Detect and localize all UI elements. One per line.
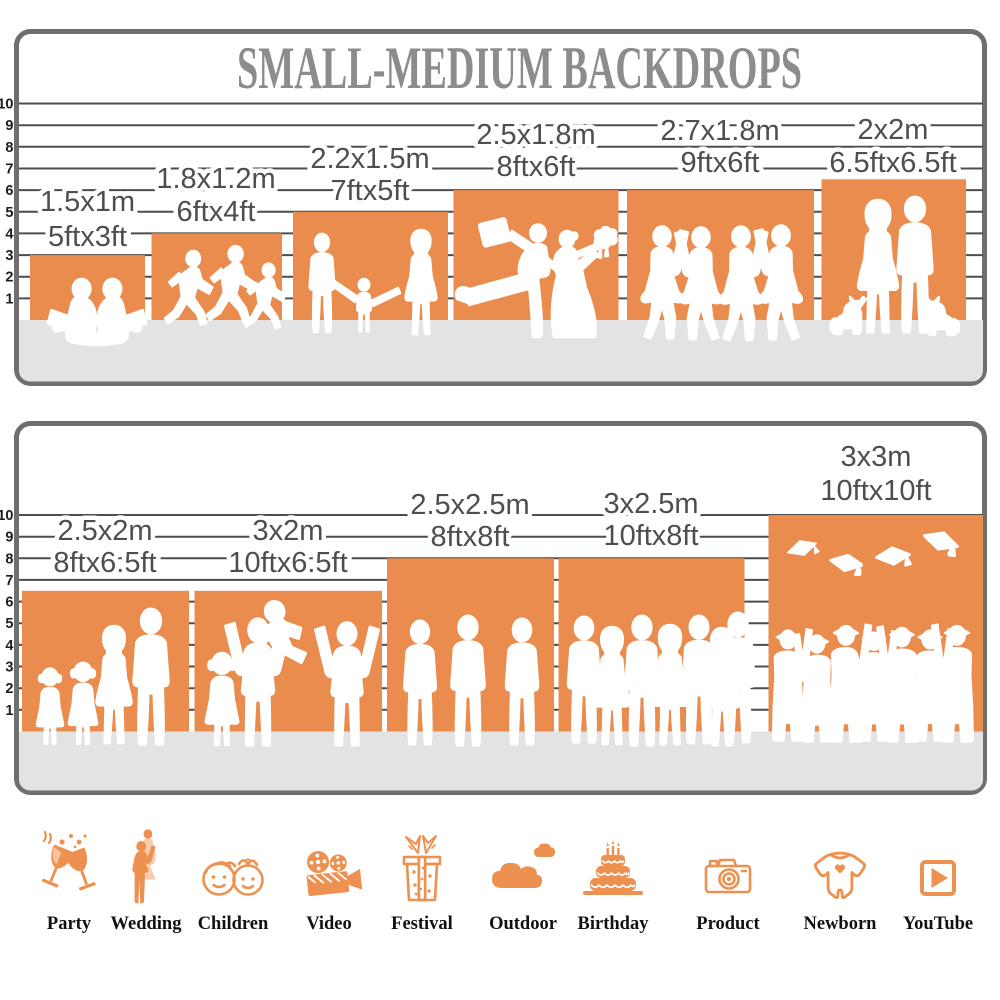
svg-text:Wedding: Wedding xyxy=(111,914,183,934)
svg-text:6: 6 xyxy=(5,595,13,611)
svg-text:3: 3 xyxy=(5,248,13,264)
svg-text:Outdoor: Outdoor xyxy=(489,914,557,934)
svg-text:6ftx4ft: 6ftx4ft xyxy=(177,196,256,228)
svg-text:4: 4 xyxy=(5,226,13,242)
svg-text:9ftx6ft: 9ftx6ft xyxy=(681,147,760,179)
svg-text:2x2m: 2x2m xyxy=(858,114,929,146)
svg-text:3x2m: 3x2m xyxy=(253,515,324,547)
svg-text:2.5x2.5m: 2.5x2.5m xyxy=(410,489,529,521)
svg-text:2: 2 xyxy=(5,270,13,286)
svg-text:8ftx6ft: 8ftx6ft xyxy=(497,151,576,183)
svg-text:SMALL-MEDIUM BACKDROPS: SMALL-MEDIUM BACKDROPS xyxy=(237,35,802,101)
svg-text:Party: Party xyxy=(47,914,92,934)
svg-text:3x3m: 3x3m xyxy=(841,441,912,473)
svg-text:5: 5 xyxy=(5,205,13,221)
svg-text:4: 4 xyxy=(5,638,13,654)
svg-text:3: 3 xyxy=(5,660,13,676)
svg-text:2.2x1.5m: 2.2x1.5m xyxy=(310,143,429,175)
svg-text:1.5x1m: 1.5x1m xyxy=(40,186,135,218)
svg-text:10ftx8ft: 10ftx8ft xyxy=(603,520,698,552)
svg-text:Newborn: Newborn xyxy=(804,914,878,934)
svg-text:1.8x1.2m: 1.8x1.2m xyxy=(156,163,275,195)
svg-text:10ftx10ft: 10ftx10ft xyxy=(820,475,931,507)
svg-text:7: 7 xyxy=(5,162,13,178)
svg-text:10: 10 xyxy=(0,508,14,524)
svg-text:2.7x1.8m: 2.7x1.8m xyxy=(660,115,779,147)
svg-text:5ftx3ft: 5ftx3ft xyxy=(48,221,127,253)
svg-text:9: 9 xyxy=(5,118,13,134)
svg-text:2: 2 xyxy=(5,681,13,697)
svg-text:7: 7 xyxy=(5,573,13,589)
svg-text:Children: Children xyxy=(198,914,269,934)
svg-text:Festival: Festival xyxy=(391,914,453,934)
svg-text:10ftx6.5ft: 10ftx6.5ft xyxy=(228,547,347,579)
svg-text:10: 10 xyxy=(0,97,14,113)
svg-text:8ftx8ft: 8ftx8ft xyxy=(431,521,510,553)
svg-text:6.5ftx6.5ft: 6.5ftx6.5ft xyxy=(829,147,956,179)
svg-text:1: 1 xyxy=(5,703,13,719)
svg-text:YouTube: YouTube xyxy=(903,914,973,934)
svg-text:8ftx6.5ft: 8ftx6.5ft xyxy=(53,547,156,579)
svg-text:Product: Product xyxy=(696,914,760,934)
svg-text:3x2.5m: 3x2.5m xyxy=(603,488,698,520)
svg-text:2.5x2m: 2.5x2m xyxy=(57,515,152,547)
svg-text:9: 9 xyxy=(5,530,13,546)
svg-text:Video: Video xyxy=(306,914,352,934)
svg-text:Birthday: Birthday xyxy=(578,914,650,934)
svg-text:8: 8 xyxy=(5,551,13,567)
svg-text:1: 1 xyxy=(5,291,13,307)
svg-text:6: 6 xyxy=(5,183,13,199)
svg-text:7ftx5ft: 7ftx5ft xyxy=(331,175,410,207)
svg-text:2.5x1.8m: 2.5x1.8m xyxy=(476,119,595,151)
svg-text:5: 5 xyxy=(5,616,13,632)
svg-text:8: 8 xyxy=(5,140,13,156)
